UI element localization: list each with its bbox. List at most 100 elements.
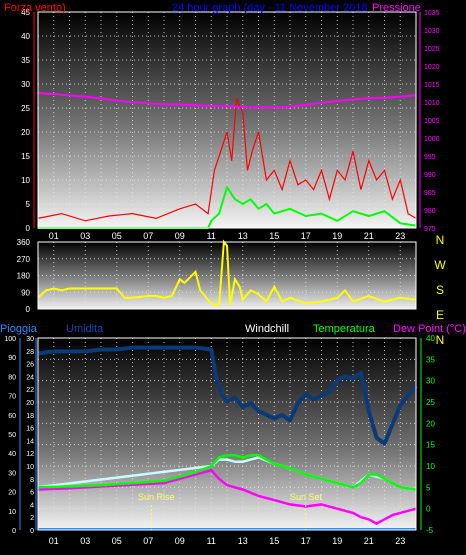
x-tick-label-bottom: 09	[175, 536, 185, 546]
rain-tick-label: 14	[26, 438, 34, 445]
pressure-tick-label: 985	[424, 190, 436, 197]
x-tick-label-top: 19	[332, 231, 342, 241]
dewpoint-label: Dew Point (°C)	[393, 323, 466, 335]
wind-force-tick-label: 45	[21, 8, 30, 17]
x-tick-label-bottom: 05	[112, 536, 122, 546]
humidity-tick-label: 0	[12, 528, 16, 535]
x-tick-label-top: 17	[301, 231, 311, 241]
dewpoint-line	[37, 469, 417, 525]
pressure-tick-label: 1000	[424, 136, 440, 143]
pressure-tick-label: 980	[424, 208, 436, 215]
wind-force-tick-label: 5	[26, 200, 31, 209]
pressure-tick-label: 1030	[424, 28, 440, 35]
temperature-tick-label: 10	[426, 462, 435, 471]
windchill-label: Windchill	[245, 323, 289, 335]
wind-force-tick-label: 25	[21, 104, 30, 113]
bottom-panel-border	[37, 337, 417, 531]
rain-tick-label: 4	[30, 502, 34, 509]
rain-tick-label: 30	[26, 336, 34, 343]
direction-tick-label: 270	[17, 255, 31, 264]
wind-direction-line	[37, 239, 417, 307]
x-tick-label-top: 09	[175, 231, 185, 241]
temperature-tick-label: 25	[426, 398, 435, 407]
x-tick-label-bottom: 17	[301, 536, 311, 546]
temperature-tick-label: 5	[426, 483, 431, 492]
humidity-tick-label: 80	[8, 374, 16, 381]
compass-label: W	[434, 258, 446, 272]
humidity-label: Umidita	[66, 323, 104, 335]
x-tick-label-top: 23	[395, 231, 405, 241]
rain-tick-label: 26	[26, 362, 34, 369]
x-tick-label-top: 11	[207, 231, 216, 241]
top-panel-border	[37, 11, 417, 229]
humidity-tick-label: 90	[8, 355, 16, 362]
temperature-tick-label: 30	[426, 377, 435, 386]
compass-label: E	[436, 308, 444, 322]
direction-tick-label: 180	[17, 272, 31, 281]
temperature-tick-label: 15	[426, 441, 435, 450]
temperature-tick-label: -5	[426, 526, 434, 535]
pressure-tick-label: 1010	[424, 100, 440, 107]
x-tick-label-bottom: 01	[49, 536, 59, 546]
rain-tick-label: 6	[30, 490, 34, 497]
rain-tick-label: 12	[26, 451, 34, 458]
temperature-label: Temperatura	[313, 323, 376, 335]
mid-panel-border	[37, 241, 417, 310]
x-tick-label-bottom: 13	[238, 536, 248, 546]
x-tick-label-bottom: 11	[207, 536, 216, 546]
x-tick-label-bottom: 07	[143, 536, 153, 546]
compass-label: S	[436, 283, 444, 297]
x-tick-label-top: 03	[80, 231, 90, 241]
rain-tick-label: 16	[26, 426, 34, 433]
humidity-tick-label: 70	[8, 394, 16, 401]
x-tick-label-top: 21	[364, 231, 374, 241]
rain-tick-label: 0	[30, 528, 34, 535]
humidity-line	[37, 345, 418, 446]
wind-force-tick-label: 35	[21, 56, 30, 65]
x-tick-label-top: 07	[143, 231, 153, 241]
rain-tick-label: 18	[26, 413, 34, 420]
chart-title: 24 hour graph (day - 11 November 2018	[172, 2, 367, 14]
x-tick-label-top: 01	[49, 231, 59, 241]
direction-tick-label: 90	[21, 288, 30, 297]
temperature-tick-label: 40	[426, 334, 435, 343]
wind-force-label: Forza vento)	[4, 2, 66, 14]
rain-tick-label: 2	[30, 515, 34, 522]
temperature-tick-label: 20	[426, 419, 435, 428]
wind-average-line	[38, 186, 417, 229]
pressure-line	[37, 92, 417, 109]
pressure-tick-label: 990	[424, 172, 436, 179]
pressure-tick-label: 1035	[424, 10, 440, 17]
pressure-tick-label: 1005	[424, 118, 440, 125]
wind-force-tick-label: 40	[21, 32, 30, 41]
humidity-tick-label: 50	[8, 432, 16, 439]
direction-tick-label: 0	[26, 305, 31, 314]
pressure-tick-label: 975	[424, 226, 436, 233]
pressure-label: Pressione	[372, 2, 421, 14]
x-tick-label-top: 05	[112, 231, 122, 241]
sunrise-label: Sun Rise	[138, 492, 175, 502]
wind-force-tick-label: 0	[26, 224, 31, 233]
pressure-tick-label: 1025	[424, 46, 440, 53]
rain-label: Pioggia	[0, 323, 38, 335]
compass-label: N	[436, 333, 445, 347]
humidity-tick-label: 30	[8, 470, 16, 477]
pressure-tick-label: 995	[424, 154, 436, 161]
x-tick-label-top: 13	[238, 231, 248, 241]
wind-force-tick-label: 30	[21, 80, 30, 89]
rain-tick-label: 24	[26, 374, 34, 381]
x-tick-label-bottom: 23	[395, 536, 405, 546]
wind-gust-line	[37, 98, 417, 222]
rain-tick-label: 22	[26, 387, 34, 394]
temperature-tick-label: 0	[426, 505, 431, 514]
wind-force-tick-label: 15	[21, 152, 30, 161]
temperature-line	[37, 454, 417, 491]
series-layer	[37, 92, 418, 530]
grid-layer	[38, 11, 416, 531]
x-tick-label-bottom: 15	[269, 536, 279, 546]
humidity-tick-label: 20	[8, 490, 16, 497]
humidity-tick-label: 100	[4, 336, 16, 343]
pressure-tick-label: 1015	[424, 82, 440, 89]
rain-tick-label: 8	[30, 477, 34, 484]
